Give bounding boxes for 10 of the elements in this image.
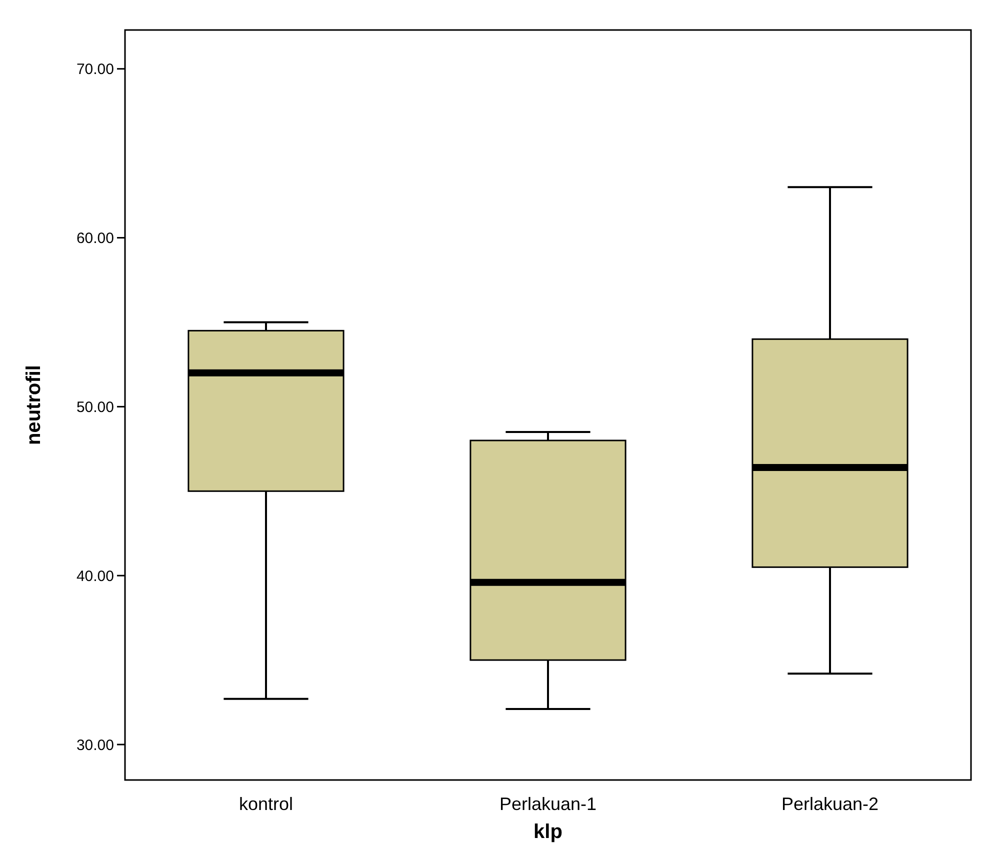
y-tick-label: 40.00 <box>76 568 114 585</box>
y-tick-label: 30.00 <box>76 736 114 754</box>
x-tick-label: Perlakuan-1 <box>499 794 597 814</box>
y-tick-label: 70.00 <box>76 61 114 78</box>
y-tick-label: 60.00 <box>76 230 114 248</box>
x-axis-title: klp <box>534 821 562 843</box>
x-tick-label: Perlakuan-2 <box>781 794 879 814</box>
x-tick-label: kontrol <box>238 794 294 814</box>
y-tick-label: 50.00 <box>76 398 114 416</box>
y-axis-title: neutrofil <box>23 365 45 445</box>
